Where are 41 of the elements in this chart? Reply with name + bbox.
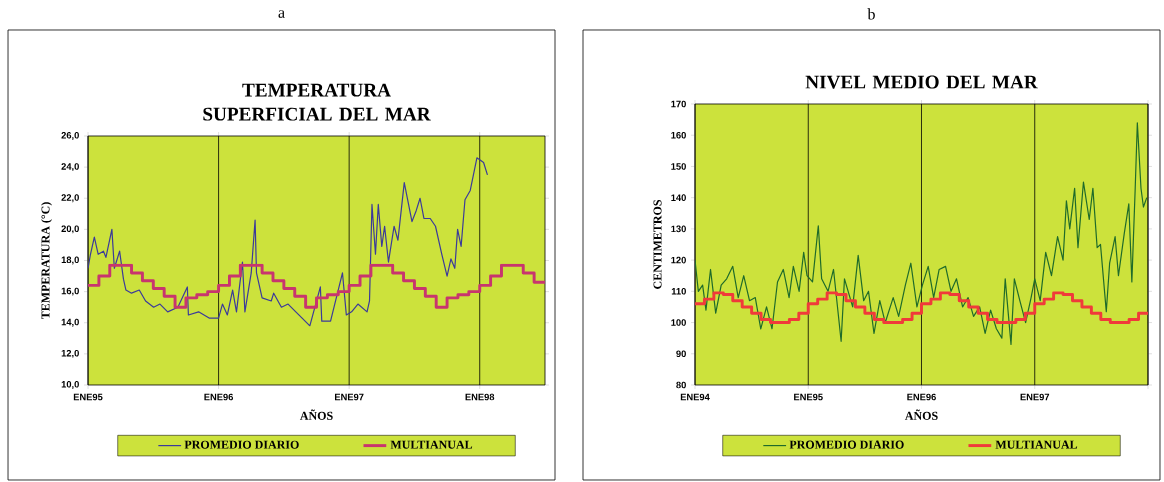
chart-title: NIVEL MEDIO DEL MAR: [805, 75, 1038, 89]
legend-label: MULTIANUAL: [995, 440, 1078, 449]
legend-label: MULTIANUAL: [390, 440, 473, 449]
y-tick-label: 90: [676, 350, 686, 358]
line-series: [695, 122, 1148, 345]
x-axis-title: AÑOS: [904, 409, 938, 420]
x-tick-label: ENE97: [1020, 393, 1050, 401]
y-tick-label: 10,0: [61, 381, 79, 389]
y-axis-title: TEMPERATURA (°C): [41, 202, 52, 320]
y-tick-label: 100: [671, 319, 686, 326]
y-tick-label: 80: [676, 381, 686, 389]
y-tick-label: 120: [671, 256, 686, 264]
x-tick-label: ENE98: [465, 393, 495, 401]
y-tick-label: 12,0: [61, 349, 79, 358]
x-tick-label: ENE96: [907, 393, 936, 401]
x-tick-label: ENE94: [680, 393, 710, 401]
text: a: [278, 10, 285, 18]
y-tick-label: 16,0: [61, 287, 79, 296]
y-tick-label: 110: [671, 288, 686, 295]
x-tick-label: ENE97: [334, 393, 364, 401]
y-tick-label: 14,0: [61, 318, 79, 327]
y-tick-label: 140: [671, 194, 686, 201]
x-axis-title: AÑOS: [299, 409, 333, 420]
legend-label: PROMEDIO DIARIO: [789, 440, 904, 449]
x-tick-label: ENE95: [794, 393, 823, 401]
x-tick-label: ENE96: [204, 393, 234, 401]
x-tick-label: ENE95: [73, 393, 103, 401]
chart-title: TEMPERATURA SUPERFICIAL DEL MAR: [203, 83, 431, 121]
y-tick-label: 22,0: [61, 194, 79, 203]
line-series: [88, 157, 489, 327]
y-tick-label: 18,0: [61, 256, 79, 265]
y-tick-label: 170: [671, 100, 686, 108]
y-tick-label: 130: [671, 225, 686, 233]
legend-label: PROMEDIO DIARIO: [184, 440, 299, 449]
y-tick-label: 150: [671, 163, 686, 170]
y-tick-label: 160: [671, 131, 686, 139]
text: b: [867, 8, 875, 20]
y-tick-label: 20,0: [61, 225, 79, 234]
y-axis-title: CENTIMETROS: [653, 200, 662, 289]
y-tick-label: 24,0: [61, 163, 79, 172]
y-tick-label: 26,0: [61, 132, 79, 140]
